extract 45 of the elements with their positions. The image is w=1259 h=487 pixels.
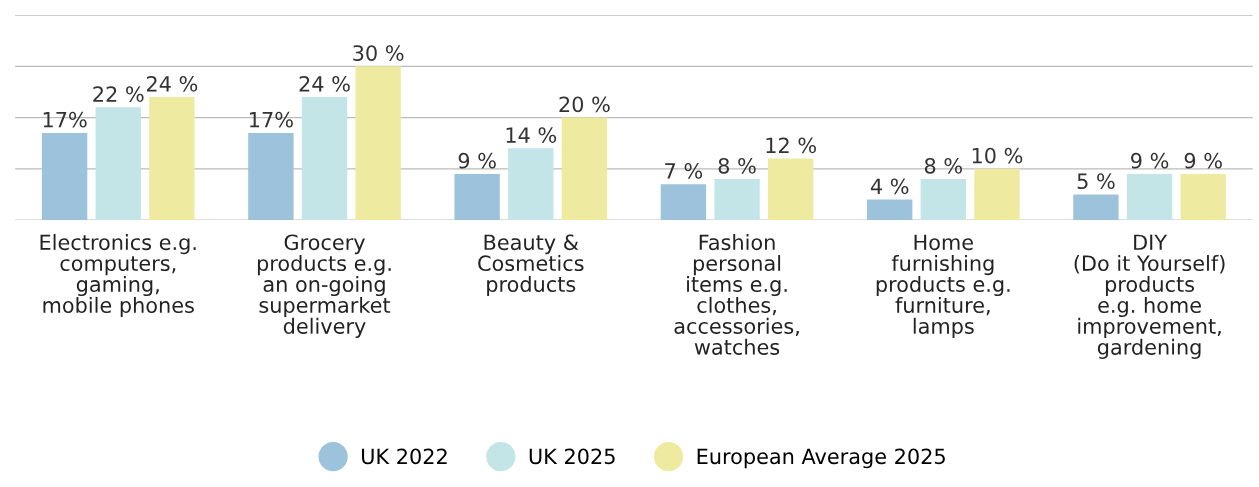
x-tick-label: DIY (Do it Yourself) products e.g. home improvement, gardening xyxy=(1074,234,1225,359)
data-label: 14 % xyxy=(506,127,557,143)
bar xyxy=(95,107,141,221)
bar xyxy=(561,117,608,221)
data-label: 8 % xyxy=(718,157,756,174)
bar xyxy=(866,199,913,221)
data-label: 5 % xyxy=(1077,173,1115,190)
data-label: 4 % xyxy=(870,178,909,195)
data-label: 17% xyxy=(43,111,87,128)
bar xyxy=(1180,173,1226,221)
bar xyxy=(454,173,500,221)
bar xyxy=(660,184,707,221)
bar xyxy=(301,97,348,221)
data-label: 7 % xyxy=(665,163,703,179)
bar xyxy=(974,168,1020,221)
x-tick-label: Electronics e.g. computers, gaming, mobile phones xyxy=(40,234,196,318)
data-label: 9 % xyxy=(1131,152,1169,169)
bar xyxy=(248,132,294,221)
bar xyxy=(1073,194,1119,221)
data-label: 12 % xyxy=(766,137,816,154)
bar xyxy=(355,66,401,221)
bar xyxy=(920,179,966,221)
bar xyxy=(149,97,195,221)
bar xyxy=(508,148,554,221)
bar xyxy=(714,179,760,221)
data-label: 9 % xyxy=(458,152,496,169)
x-tick-label: Home furnishing products e.g. furniture, lamps xyxy=(876,234,1010,338)
data-label: 17% xyxy=(250,111,293,128)
bar xyxy=(1126,173,1173,221)
x-tick-label: Fashion personal items e.g. clothes, accessories, watches xyxy=(674,234,799,355)
bar xyxy=(767,158,814,221)
data-label: 10 % xyxy=(972,147,1023,164)
x-tick-label: Beauty & Cosmetics products xyxy=(478,234,584,297)
legend-label: European Average 2025 xyxy=(697,448,945,469)
data-label: 8 % xyxy=(924,157,962,174)
legend-label: UK 2022 xyxy=(362,448,447,465)
data-label: 30 % xyxy=(353,45,404,61)
data-label: 24 % xyxy=(299,75,350,92)
legend-label: UK 2025 xyxy=(529,448,615,465)
data-label: 20 % xyxy=(559,96,610,113)
data-label: 22 % xyxy=(93,86,144,102)
data-label: 24 % xyxy=(146,75,198,92)
x-tick-label: Grocery products e.g. an on-going supermarket delivery xyxy=(257,234,391,338)
bar xyxy=(41,132,88,221)
data-label: 9 % xyxy=(1184,152,1222,169)
